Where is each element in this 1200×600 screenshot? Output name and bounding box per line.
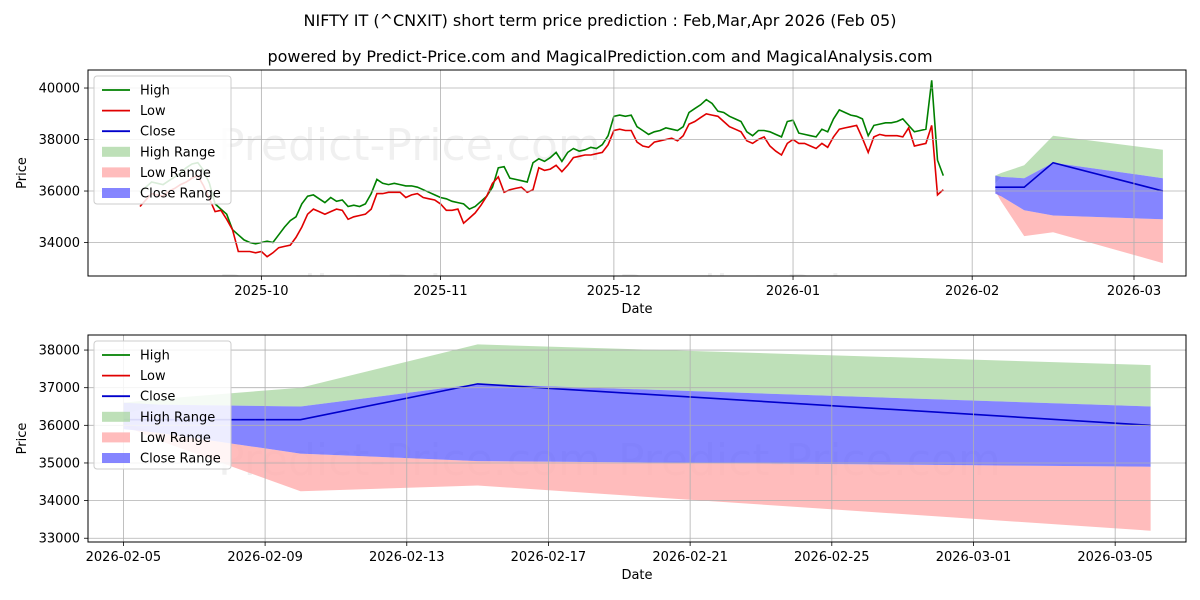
- legend: High Low Close High Range Low Range Close Ran…: [93, 75, 232, 205]
- x-tick-label: 2025-12: [587, 284, 641, 299]
- legend-swatch-patch: [102, 453, 130, 463]
- y-tick-label: 38000: [39, 133, 80, 148]
- x-tick-label: 2026-02-09: [227, 550, 303, 565]
- y-tick-label: 37000: [39, 381, 80, 396]
- legend-swatch-patch: [102, 411, 130, 422]
- axes-frame: [87, 334, 1187, 543]
- y-tick-label: 38000: [39, 344, 80, 359]
- y-axis-label: Price: [15, 157, 30, 189]
- x-tick-label: 2026-02-17: [511, 550, 587, 565]
- x-tick-label: 2025-10: [234, 284, 288, 299]
- legend-entry-label: Low Range: [140, 431, 211, 446]
- legend: High Low Close High Range Low Range Close Ran…: [93, 340, 232, 470]
- low-series-line: [139, 112, 944, 258]
- plot-area: [139, 80, 1164, 264]
- x-tick-label: 2026-02-13: [369, 550, 445, 565]
- x-tick-label: 2026-03-05: [1077, 550, 1153, 565]
- x-tick-label: 2026-03-01: [936, 550, 1012, 565]
- legend-entry-label: Close: [140, 390, 175, 405]
- y-tick-label: 33000: [39, 532, 80, 547]
- high-range-band: [995, 135, 1163, 184]
- high-range-band: [123, 344, 1151, 414]
- x-axis-label: Date: [621, 568, 652, 583]
- chart-title-line2: powered by Predict-Price.com and Magical…: [267, 47, 932, 66]
- y-tick-label: 36000: [39, 419, 80, 434]
- bottom-panel: Predict-Price.comPredict-Price.com2026-0…: [15, 334, 1187, 583]
- watermark-text: Predict-Price.com: [218, 266, 601, 317]
- legend-swatch-patch: [102, 146, 130, 157]
- x-tick-label: 2026-03: [1107, 284, 1161, 299]
- x-tick-label: 2025-11: [413, 284, 467, 299]
- plot-area: [123, 344, 1151, 531]
- legend-entry-label: High Range: [140, 145, 215, 160]
- y-tick-label: 35000: [39, 456, 80, 471]
- legend-entry-label: High: [140, 84, 170, 99]
- legend-entry-label: High Range: [140, 410, 215, 425]
- legend-entry-label: Low: [140, 369, 166, 384]
- watermark-text: Predict-Price.com: [618, 266, 1001, 317]
- low-range-band: [995, 189, 1163, 264]
- x-axis-label: Date: [621, 302, 652, 317]
- y-tick-label: 34000: [39, 236, 80, 251]
- legend-swatch-patch: [102, 188, 130, 198]
- legend-swatch-patch: [102, 432, 130, 443]
- y-tick-label: 40000: [39, 82, 80, 97]
- x-tick-label: 2026-02-25: [794, 550, 870, 565]
- legend-entry-label: Low: [140, 104, 166, 119]
- legend-entry-label: Close Range: [140, 187, 221, 202]
- close-series-line: [995, 161, 1164, 192]
- y-tick-label: 36000: [39, 185, 80, 200]
- legend-entry-label: High: [140, 349, 170, 364]
- high-series-line: [139, 80, 945, 245]
- chart-title-line1: NIFTY IT (^CNXIT) short term price predi…: [304, 11, 897, 30]
- legend-entry-label: Close: [140, 125, 175, 140]
- watermark-group: Predict-Price.com Predict-Price.com Predic…: [218, 120, 1001, 317]
- x-tick-label: 2026-02-21: [652, 550, 728, 565]
- x-tick-label: 2026-01: [766, 284, 820, 299]
- low-range-band: [123, 423, 1151, 531]
- y-axis-label: Price: [15, 423, 30, 455]
- watermark-text: Predict-Price.com: [218, 120, 601, 171]
- x-tick-label: 2026-02-05: [86, 550, 162, 565]
- legend-swatch-patch: [102, 167, 130, 178]
- legend-entry-label: Close Range: [140, 452, 221, 467]
- top-panel: Predict-Price.com Predict-Price.com Predic…: [15, 69, 1187, 317]
- axes-frame: [87, 69, 1187, 277]
- y-tick-label: 34000: [39, 494, 80, 509]
- legend-entry-label: Low Range: [140, 166, 211, 181]
- x-tick-label: 2026-02: [945, 284, 999, 299]
